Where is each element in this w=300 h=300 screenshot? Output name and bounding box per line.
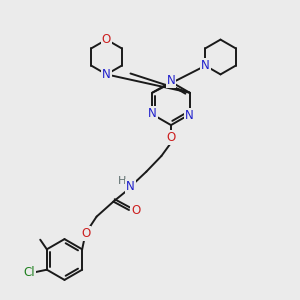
Text: O: O (131, 203, 140, 217)
Text: N: N (201, 59, 210, 72)
Text: Cl: Cl (23, 266, 34, 279)
Text: O: O (102, 33, 111, 46)
Text: N: N (167, 74, 176, 87)
Text: N: N (185, 109, 194, 122)
Text: O: O (81, 227, 90, 240)
Text: N: N (126, 180, 135, 193)
Text: O: O (167, 131, 176, 144)
Text: N: N (102, 68, 111, 81)
Text: N: N (148, 106, 157, 120)
Text: H: H (118, 176, 126, 186)
